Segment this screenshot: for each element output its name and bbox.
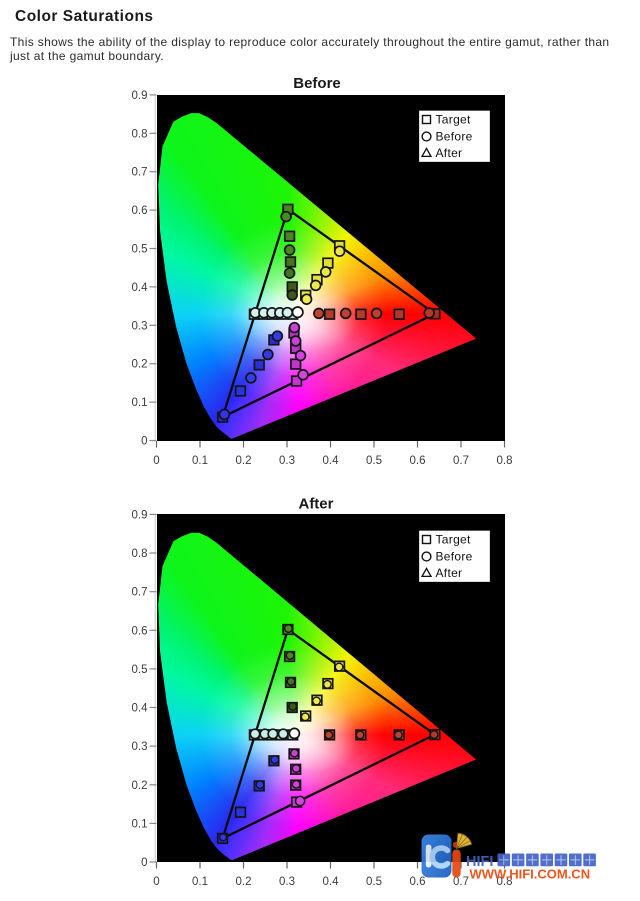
svg-text:0.8: 0.8 bbox=[497, 876, 513, 888]
svg-text:0.5: 0.5 bbox=[366, 455, 382, 467]
svg-text:0.8: 0.8 bbox=[132, 128, 148, 140]
svg-text:Target: Target bbox=[436, 533, 472, 547]
svg-text:After: After bbox=[436, 566, 463, 580]
svg-text:0.3: 0.3 bbox=[132, 741, 148, 753]
svg-text:0.6: 0.6 bbox=[132, 205, 148, 217]
svg-text:0.3: 0.3 bbox=[279, 876, 295, 888]
svg-text:0.4: 0.4 bbox=[323, 876, 340, 888]
svg-text:After: After bbox=[436, 146, 463, 160]
svg-text:0.4: 0.4 bbox=[132, 282, 149, 294]
svg-text:0.7: 0.7 bbox=[453, 455, 469, 467]
svg-text:0.7: 0.7 bbox=[132, 587, 148, 599]
svg-text:0.6: 0.6 bbox=[132, 625, 148, 637]
svg-text:0: 0 bbox=[141, 857, 147, 869]
svg-text:0.2: 0.2 bbox=[236, 876, 252, 888]
svg-text:0.5: 0.5 bbox=[132, 244, 148, 256]
svg-text:0.4: 0.4 bbox=[323, 455, 340, 467]
svg-text:0.4: 0.4 bbox=[132, 703, 149, 715]
svg-text:0.9: 0.9 bbox=[132, 90, 148, 102]
svg-text:0.3: 0.3 bbox=[132, 320, 148, 332]
svg-text:HIFI: HIFI bbox=[466, 854, 493, 870]
svg-text:Before: Before bbox=[293, 75, 341, 92]
svg-text:0.6: 0.6 bbox=[410, 455, 426, 467]
svg-text:0.6: 0.6 bbox=[410, 876, 426, 888]
svg-text:0: 0 bbox=[153, 876, 159, 888]
svg-text:0.1: 0.1 bbox=[132, 397, 148, 409]
svg-text:0.1: 0.1 bbox=[192, 455, 208, 467]
svg-text:0.9: 0.9 bbox=[132, 509, 148, 521]
svg-text:0.2: 0.2 bbox=[236, 455, 252, 467]
svg-text:0.1: 0.1 bbox=[132, 818, 148, 830]
svg-text:0.8: 0.8 bbox=[132, 548, 148, 560]
svg-text:0.7: 0.7 bbox=[132, 167, 148, 179]
svg-text:0.7: 0.7 bbox=[453, 876, 469, 888]
svg-text:0.5: 0.5 bbox=[366, 876, 382, 888]
svg-text:After: After bbox=[298, 496, 333, 513]
svg-text:Before: Before bbox=[436, 130, 473, 144]
svg-text:0.2: 0.2 bbox=[132, 780, 148, 792]
svg-text:0: 0 bbox=[153, 455, 159, 467]
svg-text:WWW.HIFI.COM.CN: WWW.HIFI.COM.CN bbox=[470, 867, 591, 882]
svg-text:0.1: 0.1 bbox=[192, 876, 208, 888]
svg-text:0.5: 0.5 bbox=[132, 664, 148, 676]
svg-text:0.2: 0.2 bbox=[132, 359, 148, 371]
svg-text:Target: Target bbox=[436, 113, 472, 127]
svg-text:Before: Before bbox=[436, 550, 473, 564]
svg-text:0.3: 0.3 bbox=[279, 455, 295, 467]
svg-text:0: 0 bbox=[141, 436, 147, 448]
svg-text:0.8: 0.8 bbox=[497, 455, 513, 467]
